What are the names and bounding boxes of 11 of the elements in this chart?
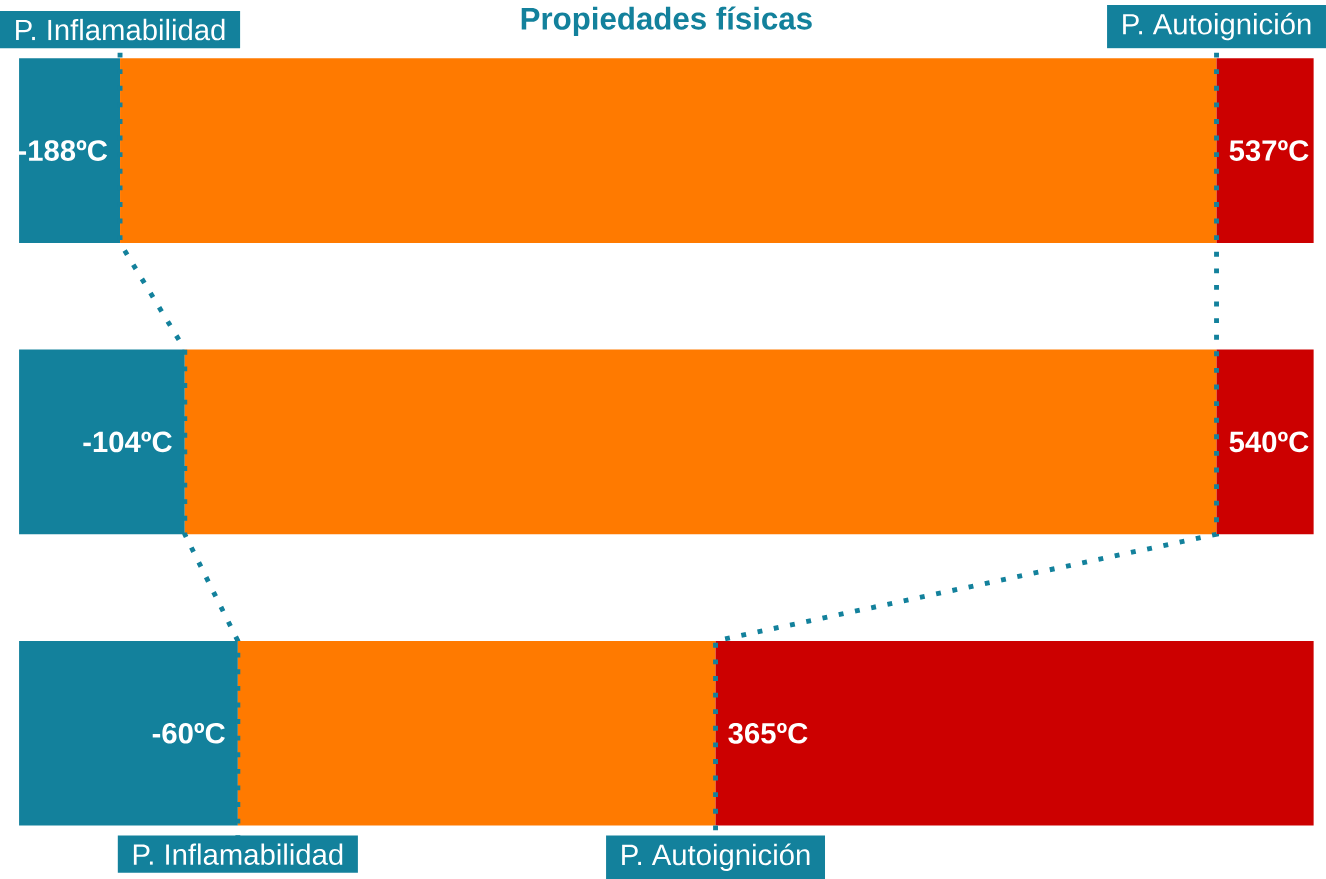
annotation: -104ºC xyxy=(83,431,172,453)
annotation: 537ºC xyxy=(1229,140,1309,161)
chart-title: Propiedades físicas xyxy=(521,6,812,36)
annotation: 540ºC xyxy=(1229,431,1309,453)
annotation: 365ºC xyxy=(728,722,808,744)
annotation: -60ºC xyxy=(152,722,225,744)
annotation: -188ºC xyxy=(18,140,108,161)
annotation: P. Autoignición xyxy=(622,843,810,872)
annotation: P. Inflamabilidad xyxy=(133,843,343,865)
annotation: P. Inflamabilidad xyxy=(16,18,225,41)
annotation: P. Autoignición xyxy=(1123,12,1311,41)
